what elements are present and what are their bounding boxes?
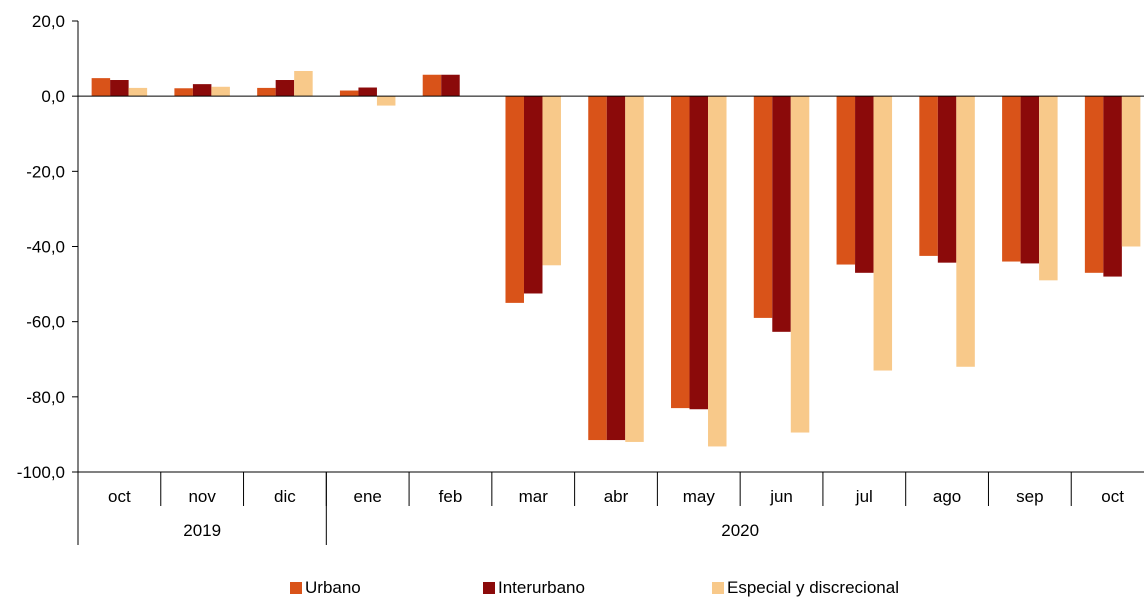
x-tick-label: dic bbox=[274, 487, 296, 506]
bar bbox=[110, 80, 129, 97]
x-tick-label: ago bbox=[933, 487, 961, 506]
x-tick-label: jul bbox=[855, 487, 873, 506]
bar bbox=[505, 96, 524, 303]
bar bbox=[358, 87, 377, 97]
bar bbox=[919, 96, 938, 256]
x-tick-label: ene bbox=[354, 487, 382, 506]
bar bbox=[1039, 96, 1058, 281]
bar bbox=[708, 96, 727, 447]
bar bbox=[542, 96, 561, 266]
bar bbox=[689, 96, 709, 410]
bar bbox=[625, 96, 644, 442]
legend-swatch-urbano bbox=[290, 582, 302, 594]
x-tick-label: sep bbox=[1016, 487, 1043, 506]
x-tick-label: oct bbox=[1101, 487, 1124, 506]
bar bbox=[257, 87, 276, 97]
bar bbox=[523, 96, 543, 294]
bar-chart: 20,0 0,0 -20,0 -40,0 -60,0 -80,0 -100,0 oct nov d… bbox=[17, 12, 1144, 545]
bar bbox=[606, 96, 626, 441]
bar bbox=[1084, 96, 1104, 273]
bar bbox=[790, 96, 810, 433]
y-tick-label: -20,0 bbox=[26, 162, 65, 181]
legend: Urbano Interurbano Especial y discrecion… bbox=[0, 574, 1144, 598]
bar bbox=[1121, 96, 1141, 247]
y-tick-label: -40,0 bbox=[26, 238, 65, 257]
legend-swatch-interurbano bbox=[483, 582, 495, 594]
bar bbox=[339, 90, 359, 97]
bar bbox=[873, 96, 893, 371]
bar bbox=[1103, 96, 1122, 277]
x-tick-label: abr bbox=[604, 487, 629, 506]
x-tick-label: oct bbox=[108, 487, 131, 506]
x-tick-label: nov bbox=[188, 487, 216, 506]
legend-label-interurbano: Interurbano bbox=[498, 578, 585, 597]
bar bbox=[211, 86, 230, 97]
x-tick-label: jun bbox=[769, 487, 793, 506]
legend-item-urbano: Urbano bbox=[290, 578, 361, 598]
x-tick-label: may bbox=[683, 487, 716, 506]
bar bbox=[772, 96, 791, 332]
legend-item-especial: Especial y discrecional bbox=[712, 578, 899, 598]
y-tick-label: -80,0 bbox=[26, 388, 65, 407]
y-tick-label: 0,0 bbox=[41, 87, 65, 106]
x-tick-label: feb bbox=[439, 487, 463, 506]
legend-item-interurbano: Interurbano bbox=[483, 578, 585, 598]
bar bbox=[855, 96, 874, 273]
y-tick-label: -100,0 bbox=[17, 463, 65, 482]
bar bbox=[1020, 96, 1040, 264]
bar bbox=[91, 78, 111, 97]
bar bbox=[294, 70, 313, 97]
x-tick-label: mar bbox=[519, 487, 549, 506]
x-group-label: 2019 bbox=[183, 521, 221, 540]
bar bbox=[275, 80, 295, 97]
bar bbox=[376, 96, 396, 106]
legend-swatch-especial bbox=[712, 582, 724, 594]
bar bbox=[422, 74, 442, 97]
bar bbox=[128, 87, 148, 97]
bar bbox=[956, 96, 975, 367]
bar bbox=[836, 96, 856, 265]
y-tick-label: -60,0 bbox=[26, 313, 65, 332]
bar bbox=[588, 96, 607, 441]
bar bbox=[192, 84, 212, 97]
x-group-label: 2020 bbox=[721, 521, 759, 540]
bar bbox=[174, 88, 193, 97]
legend-label-especial: Especial y discrecional bbox=[727, 578, 899, 597]
bar bbox=[671, 96, 690, 409]
y-tick-label: 20,0 bbox=[32, 12, 65, 31]
bar bbox=[937, 96, 957, 263]
bar bbox=[441, 74, 460, 97]
bar bbox=[1002, 96, 1021, 262]
legend-label-urbano: Urbano bbox=[305, 578, 361, 597]
bar bbox=[753, 96, 773, 318]
